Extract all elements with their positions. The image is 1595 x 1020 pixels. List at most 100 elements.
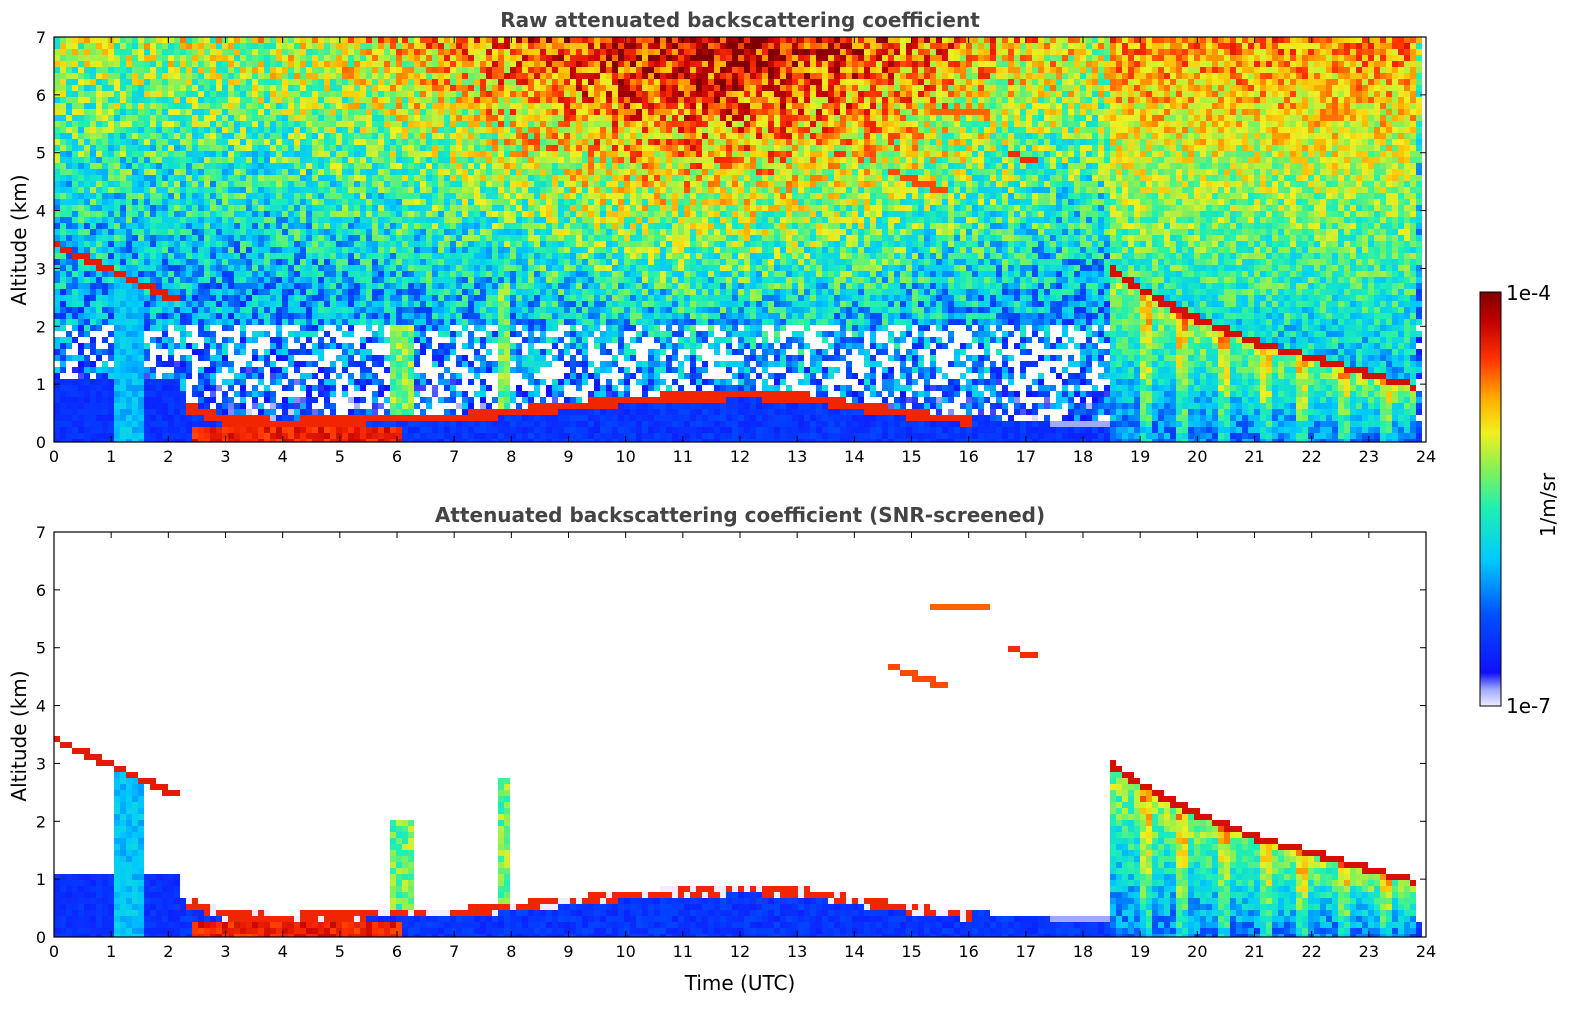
heatmap-cell [318,265,324,271]
heatmap-cell [126,265,132,271]
heatmap-cell [258,319,264,325]
heatmap-cell [396,337,402,343]
heatmap-cell [378,391,384,397]
heatmap-cell [96,91,102,97]
heatmap-cell [216,367,222,373]
heatmap-cell [216,37,222,43]
heatmap-cell [156,37,162,43]
heatmap-cell [150,325,156,331]
heatmap-cell [72,385,78,391]
heatmap-cell [114,199,120,205]
heatmap-cell [60,259,66,265]
heatmap-cell [186,217,192,223]
heatmap-cell [504,145,510,151]
heatmap-cell [198,379,204,385]
heatmap-cell [174,409,180,415]
heatmap-cell [180,409,186,415]
heatmap-cell [522,49,528,55]
heatmap-cell [390,307,396,313]
heatmap-cell [156,427,162,433]
heatmap-cell [138,85,144,91]
heatmap-cell [264,151,270,157]
heatmap-cell [78,295,84,301]
heatmap-cell [504,115,510,121]
heatmap-cell [324,259,330,265]
heatmap-cell [480,97,486,103]
heatmap-cell [522,37,528,43]
heatmap-cell [246,235,252,241]
heatmap-cell [312,199,318,205]
heatmap-cell [456,187,462,193]
heatmap-cell [252,331,258,337]
heatmap-cell [96,379,102,385]
heatmap-cell [66,97,72,103]
heatmap-cell [468,319,474,325]
heatmap-cell [138,115,144,121]
heatmap-cell [90,121,96,127]
heatmap-cell [66,49,72,55]
heatmap-cell [60,109,66,115]
heatmap-cell [516,409,522,415]
heatmap-cell [132,109,138,115]
heatmap-cell [198,145,204,151]
heatmap-cell [180,61,186,67]
heatmap-cell [384,253,390,259]
heatmap-cell [342,271,348,277]
heatmap-cell [330,145,336,151]
heatmap-cell [384,157,390,163]
heatmap-cell [498,97,504,103]
heatmap-cell [168,163,174,169]
heatmap-cell [438,319,444,325]
heatmap-cell [162,433,168,439]
heatmap-cell [474,193,480,199]
heatmap-cell [222,301,228,307]
heatmap-cell [72,139,78,145]
heatmap-cell [222,97,228,103]
heatmap-cell [144,307,150,313]
heatmap-cell [462,253,468,259]
heatmap-cell [492,259,498,265]
heatmap-cell [342,121,348,127]
heatmap-cell [408,373,414,379]
heatmap-cell [144,259,150,265]
heatmap-cell [462,397,468,403]
heatmap-cell [96,277,102,283]
heatmap-cell [330,139,336,145]
heatmap-cell [150,247,156,253]
heatmap-cell [390,415,396,421]
heatmap-cell [456,415,462,421]
heatmap-cell [144,217,150,223]
heatmap-cell [276,49,282,55]
heatmap-cell [186,295,192,301]
heatmap-cell [360,361,366,367]
heatmap-cell [66,247,72,253]
heatmap-cell [246,145,252,151]
heatmap-cell [108,331,114,337]
heatmap-cell [378,139,384,145]
heatmap-cell [144,379,150,385]
heatmap-cell [378,403,384,409]
heatmap-cell [66,151,72,157]
heatmap-cell [342,283,348,289]
heatmap-cell [126,367,132,373]
heatmap-cell [378,43,384,49]
heatmap-cell [108,187,114,193]
heatmap-cell [432,319,438,325]
heatmap-cell [300,217,306,223]
heatmap-cell [318,151,324,157]
heatmap-cell [276,265,282,271]
heatmap-cell [462,409,468,415]
heatmap-cell [390,313,396,319]
heatmap-cell [54,157,60,163]
heatmap-cell [426,253,432,259]
heatmap-cell [378,145,384,151]
heatmap-cell [324,295,330,301]
heatmap-cell [168,73,174,79]
heatmap-cell [234,289,240,295]
heatmap-cell [276,175,282,181]
heatmap-cell [144,157,150,163]
heatmap-cell [186,175,192,181]
heatmap-cell [96,433,102,439]
heatmap-cell [402,307,408,313]
heatmap-cell [264,235,270,241]
